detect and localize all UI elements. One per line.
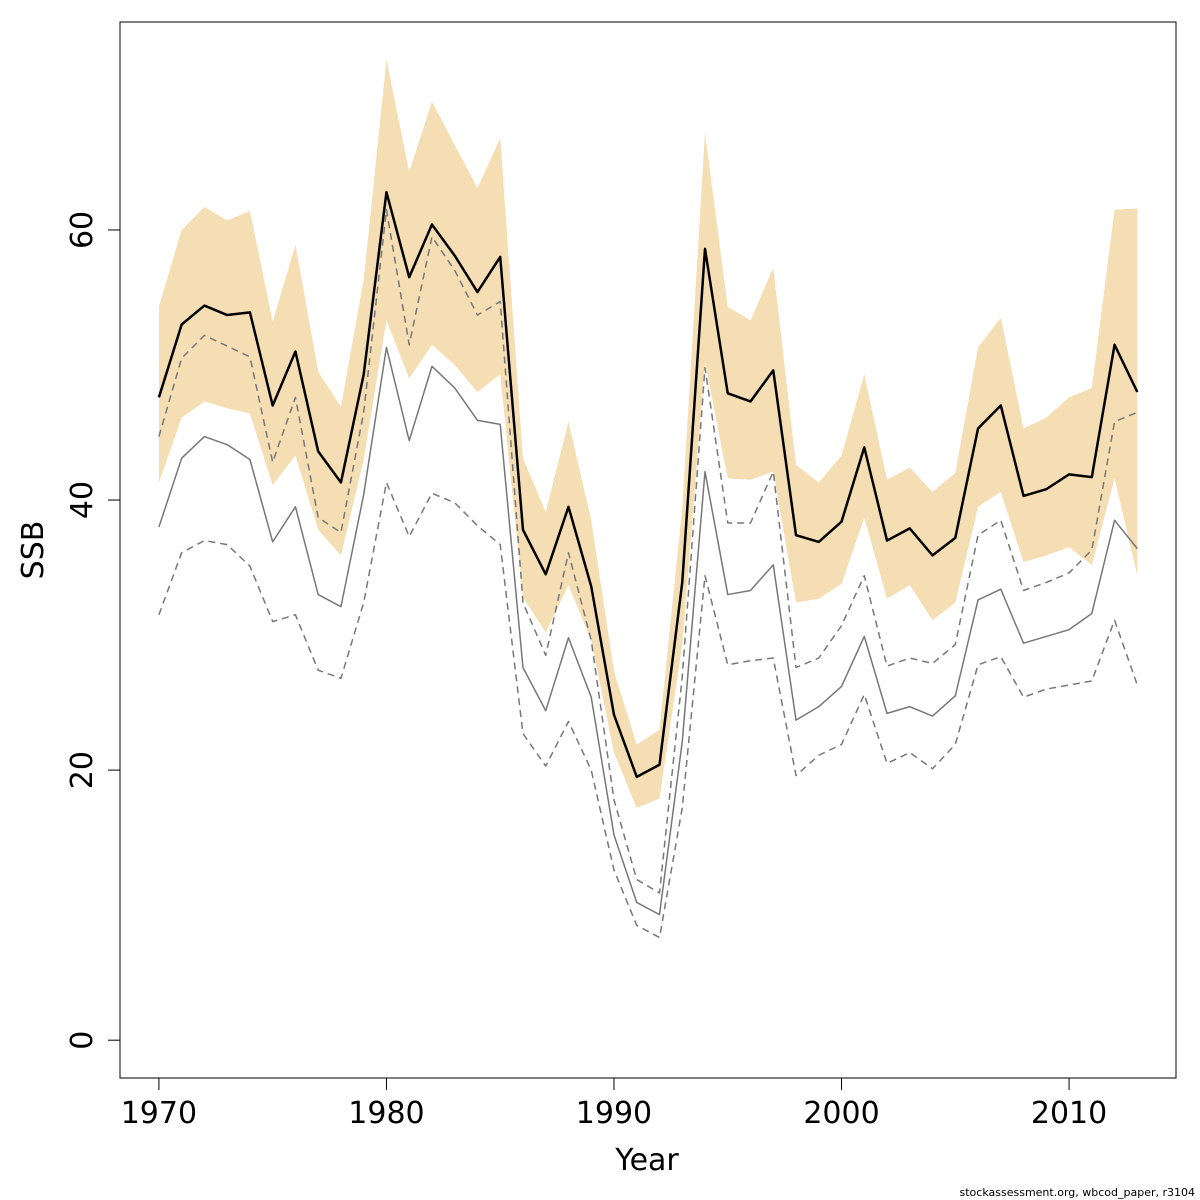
line [158,481,1139,939]
line [158,346,1138,916]
y-tick-label: 60 [65,211,100,249]
x-axis-label: Year [614,1143,679,1178]
plot-frame [119,21,1177,1079]
confidence-band [158,59,1138,808]
x-tick-label: 1980 [348,1096,424,1131]
x-tick-label: 2000 [803,1096,879,1131]
x-tick-label: 1970 [121,1096,197,1131]
line [157,190,1139,779]
x-tick-label: 1990 [576,1096,652,1131]
y-tick-label: 20 [65,751,100,789]
y-tick-label: 0 [65,1031,100,1050]
footnote: stockassessment.org, wbcod_paper, r3104 [960,1186,1195,1199]
line [158,208,1138,894]
y-tick-label: 40 [65,481,100,519]
y-axis-label: SSB [16,521,51,580]
x-tick-label: 2010 [1031,1096,1107,1131]
